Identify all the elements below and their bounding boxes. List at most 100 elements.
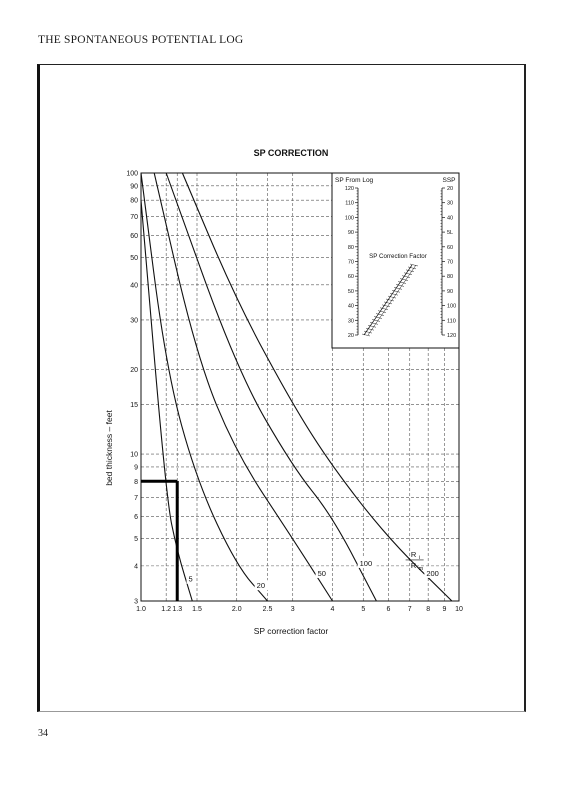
nomograph-diagonal-tick bbox=[369, 322, 379, 325]
nomograph-left-tick-label: 110 bbox=[345, 201, 354, 207]
y-tick-label: 4 bbox=[134, 563, 138, 570]
y-tick-label: 6 bbox=[134, 514, 138, 521]
nomograph-right-tick-label: 100 bbox=[447, 304, 456, 310]
x-axis-label: SP correction factor bbox=[254, 626, 329, 636]
nomograph-diagonal-tick bbox=[361, 333, 371, 337]
nomograph-left-tick-label: 120 bbox=[345, 186, 354, 192]
nomograph-diagonal-scale bbox=[363, 264, 413, 336]
curve-20 bbox=[140, 172, 268, 602]
nomograph-right-tick-label: 80 bbox=[447, 274, 453, 280]
nomograph-diagonal-tick bbox=[387, 295, 397, 299]
y-tick-label: 80 bbox=[130, 198, 138, 205]
nomograph-right-tick-label: 110 bbox=[447, 318, 456, 324]
nomograph-diagonal-tick bbox=[389, 292, 399, 296]
y-tick-label: 60 bbox=[130, 233, 138, 240]
y-tick-label: 3 bbox=[134, 599, 138, 606]
y-tick-label: 70 bbox=[130, 214, 138, 221]
nomograph-diagonal-tick bbox=[385, 298, 395, 302]
nomograph-inset: SP From Log SSP SP Correction Factor 120 110… bbox=[331, 172, 460, 349]
y-tick-label: 10 bbox=[130, 452, 138, 459]
nomograph-diagonal-tick bbox=[381, 304, 391, 308]
sp-correction-chart: SP CORRECTION SP correction factor bed t… bbox=[104, 148, 463, 636]
x-tick-label: 6 bbox=[386, 606, 390, 613]
rm-label: R bbox=[411, 561, 417, 570]
y-tick-label: 100 bbox=[126, 171, 138, 178]
curve-label-bg bbox=[186, 573, 196, 584]
nomograph-left-tick-label: 50 bbox=[348, 289, 354, 295]
x-tick-label: 2.5 bbox=[263, 606, 273, 613]
nomograph-diagonal-tick bbox=[371, 319, 381, 322]
rm-subscript: m bbox=[419, 566, 424, 572]
x-tick-label: 1.5 bbox=[192, 606, 202, 613]
nomograph-diagonal-tick bbox=[395, 284, 405, 287]
nomograph-right-tick-label: 40 bbox=[447, 215, 453, 221]
nomograph-left-tick-label: 60 bbox=[348, 274, 354, 280]
nomograph-diagonal-tick bbox=[373, 316, 383, 319]
curve-50 bbox=[153, 172, 333, 602]
y-tick-label: 30 bbox=[130, 317, 138, 324]
x-tick-label: 4 bbox=[331, 606, 335, 613]
nomograph-diagonal-tick bbox=[379, 307, 389, 310]
nomograph-diagonal-scale-inner bbox=[367, 264, 417, 336]
curve-100 bbox=[165, 172, 377, 602]
nomograph-left-tick-label: 90 bbox=[348, 230, 354, 236]
curve-label-20: 20 bbox=[257, 581, 265, 590]
nomograph-left-tick-label: 20 bbox=[348, 333, 354, 339]
x-tick-label: 2.0 bbox=[232, 606, 242, 613]
nomograph-diagonal-tick bbox=[383, 301, 393, 305]
nomograph-diagonal-tick bbox=[363, 330, 373, 334]
y-tick-label: 50 bbox=[130, 255, 138, 262]
nomograph-right-tick-label: 30 bbox=[447, 201, 453, 207]
y-tick-label: 7 bbox=[134, 495, 138, 502]
nomograph-diagonal-tick bbox=[409, 263, 419, 267]
nomograph-right-title: SSP bbox=[442, 177, 455, 184]
ri-subscript: i bbox=[419, 555, 420, 561]
nomograph-box bbox=[331, 172, 460, 349]
ri-label: R bbox=[411, 550, 417, 559]
y-tick-label: 8 bbox=[134, 479, 138, 486]
nomograph-left-tick-label: 80 bbox=[348, 245, 354, 251]
y-tick-label: 5 bbox=[134, 536, 138, 543]
curve-5 bbox=[140, 200, 193, 602]
nomograph-diagonal-tick bbox=[393, 287, 403, 290]
nomograph-diagonal-tick bbox=[399, 278, 409, 281]
curve-label-100: 100 bbox=[360, 559, 373, 568]
x-tick-label: 1.0 bbox=[136, 606, 146, 613]
y-tick-label: 9 bbox=[134, 464, 138, 471]
nomograph-left-title: SP From Log bbox=[335, 177, 374, 184]
nomograph-left-tick-label: 70 bbox=[348, 260, 354, 266]
curve-label-5: 5 bbox=[189, 575, 193, 584]
nomograph-diagonal-tick bbox=[375, 313, 385, 316]
y-tick-label: 90 bbox=[130, 183, 138, 190]
nomograph-right-tick-label: 90 bbox=[447, 289, 453, 295]
figure-frame: SP CORRECTION SP correction factor bed t… bbox=[37, 64, 526, 712]
nomograph-diagonal-tick bbox=[403, 272, 413, 275]
y-axis-label: bed thickness – feet bbox=[104, 410, 114, 486]
nomograph-diagonal-tick bbox=[397, 281, 407, 284]
curve-label-200: 200 bbox=[426, 569, 439, 578]
nomograph-diagonal-tick bbox=[365, 327, 375, 331]
nomograph-diagonal-tick bbox=[367, 325, 377, 328]
y-tick-label: 20 bbox=[130, 367, 138, 374]
curve-label-bg bbox=[424, 567, 444, 578]
x-tick-label: 8 bbox=[426, 606, 430, 613]
x-tick-label: 1.2 bbox=[161, 606, 171, 613]
tick-labels: 1.0 1.2 1.3 1.5 2.0 2.5 3 4 5 6 7 8 9 10 3 4 5 6 7 8 9 10 15 20… bbox=[126, 171, 463, 614]
nomograph-left-tick-label: 30 bbox=[348, 318, 354, 324]
curve-label-bg bbox=[357, 557, 377, 568]
chart-title: SP CORRECTION bbox=[254, 148, 329, 158]
page-number: 34 bbox=[38, 728, 48, 739]
nomograph-diagonal-tick bbox=[407, 266, 417, 270]
nomograph-left-tick-label: 40 bbox=[348, 304, 354, 310]
running-head: THE SPONTANEOUS POTENTIAL LOG bbox=[38, 34, 244, 46]
curve-200 bbox=[181, 172, 453, 602]
nomograph-center-title: SP Correction Factor bbox=[369, 253, 427, 260]
plot-border bbox=[140, 172, 460, 602]
x-tick-label: 5 bbox=[361, 606, 365, 613]
x-tick-label: 10 bbox=[455, 606, 463, 613]
nomograph-right-tick-label: 20 bbox=[447, 186, 453, 192]
nomograph-right-tick-label: 120 bbox=[447, 333, 456, 339]
nomograph-right-tick-label: 5L bbox=[447, 230, 453, 236]
nomograph-diagonal-tick bbox=[391, 290, 401, 293]
x-tick-label: 9 bbox=[442, 606, 446, 613]
